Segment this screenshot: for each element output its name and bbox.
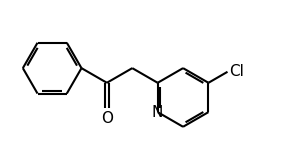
- Text: Cl: Cl: [229, 64, 244, 79]
- Text: O: O: [101, 111, 113, 126]
- Text: N: N: [152, 105, 163, 120]
